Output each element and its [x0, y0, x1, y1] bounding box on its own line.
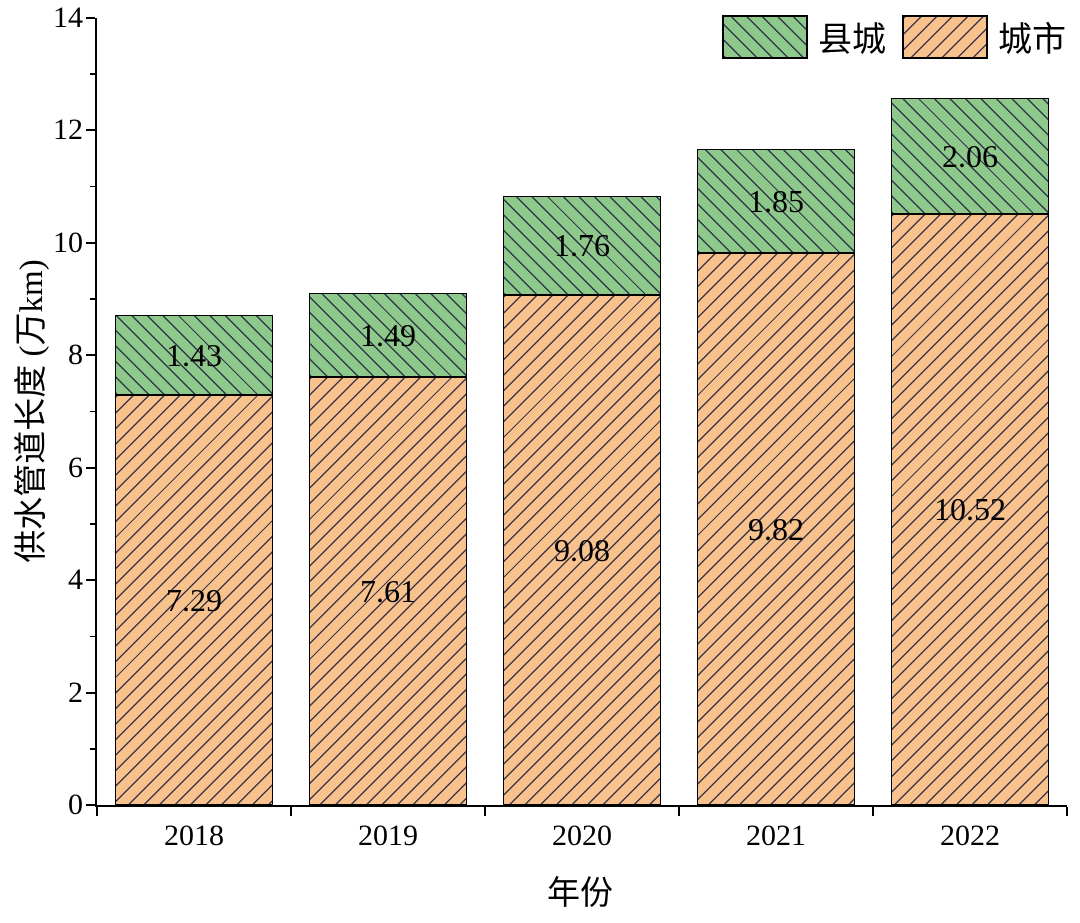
bar-segment-city — [309, 377, 467, 805]
bar-segment-county — [891, 97, 1049, 214]
bar-value-label-county: 1.85 — [748, 182, 804, 219]
y-axis-title: 供水管道长度 (万km) — [14, 259, 50, 563]
bar-segment-city — [697, 252, 855, 805]
y-axis-tick-label: 14 — [53, 1, 83, 34]
y-axis-minor-tick — [90, 410, 95, 413]
legend-swatch-county-icon — [722, 14, 808, 59]
x-axis-tick — [678, 807, 680, 816]
y-axis-tick — [86, 17, 95, 19]
legend-item-county: 县城 — [722, 12, 886, 61]
y-axis-tick — [86, 691, 95, 694]
bar-value-label-county: 1.76 — [554, 227, 610, 264]
x-axis-tick — [484, 807, 486, 816]
y-axis-minor-tick — [90, 73, 95, 75]
y-axis-tick — [86, 354, 95, 357]
y-axis-tick-label: 10 — [53, 225, 83, 259]
x-axis-tick — [872, 807, 874, 816]
bar-segment-city — [503, 294, 661, 805]
y-axis-minor-tick — [90, 748, 95, 750]
y-axis-tick-label: 2 — [68, 675, 83, 709]
legend-swatch-city-icon — [902, 14, 988, 59]
y-axis-tick-label: 6 — [68, 450, 83, 484]
legend-label-county: 县城 — [818, 22, 886, 59]
y-axis-tick — [86, 241, 95, 244]
bar-value-label-city: 9.08 — [554, 531, 610, 568]
legend-item-city: 城市 — [902, 12, 1066, 61]
y-axis-tick-label: 4 — [68, 563, 83, 597]
chart-legend: 县城 城市 — [722, 12, 1066, 61]
y-axis-tick — [86, 466, 95, 469]
y-axis-tick — [86, 804, 95, 806]
bar-segment-county — [503, 195, 661, 295]
bar-value-label-city: 7.29 — [166, 582, 222, 619]
x-axis-tick — [290, 807, 292, 816]
x-axis-category-label: 2022 — [940, 819, 1000, 852]
y-axis-minor-tick — [90, 523, 95, 525]
bar-segment-city — [891, 213, 1049, 805]
bar-value-label-city: 9.82 — [748, 510, 804, 547]
y-axis-minor-tick — [90, 635, 95, 638]
y-axis-tick-label: 0 — [68, 788, 83, 821]
x-axis-title: 年份 — [547, 876, 613, 912]
y-axis-tick — [86, 579, 95, 582]
bar-value-label-county: 1.49 — [360, 317, 416, 354]
x-axis-category-label: 2021 — [746, 819, 806, 852]
bar-value-label-city: 10.52 — [934, 491, 1006, 528]
x-axis-tick — [1066, 807, 1068, 816]
bar-segment-county — [115, 314, 273, 396]
bar-value-label-county: 2.06 — [942, 137, 998, 174]
y-axis-tick-label: 12 — [53, 113, 83, 147]
bar-value-label-county: 1.43 — [166, 337, 222, 373]
bar-segment-county — [309, 293, 467, 378]
bar-segment-county — [697, 149, 855, 253]
bar-segment-city — [115, 395, 273, 805]
legend-label-city: 城市 — [998, 22, 1066, 59]
x-axis-category-label: 2018 — [164, 819, 224, 852]
x-axis-tick — [96, 807, 98, 816]
y-axis-tick — [86, 129, 95, 132]
plot-area: 0 2 4 6 8 10 12 14 7.29 1.43 2018 7.61 1.49 2019 9.08 1… — [53, 2, 1068, 852]
y-axis-tick-label: 8 — [68, 338, 83, 372]
bar-value-label-city: 7.61 — [360, 573, 416, 610]
y-axis-minor-tick — [90, 298, 95, 300]
y-axis-minor-tick — [90, 185, 95, 188]
x-axis-category-label: 2020 — [552, 819, 612, 852]
x-axis-category-label: 2019 — [358, 819, 418, 852]
